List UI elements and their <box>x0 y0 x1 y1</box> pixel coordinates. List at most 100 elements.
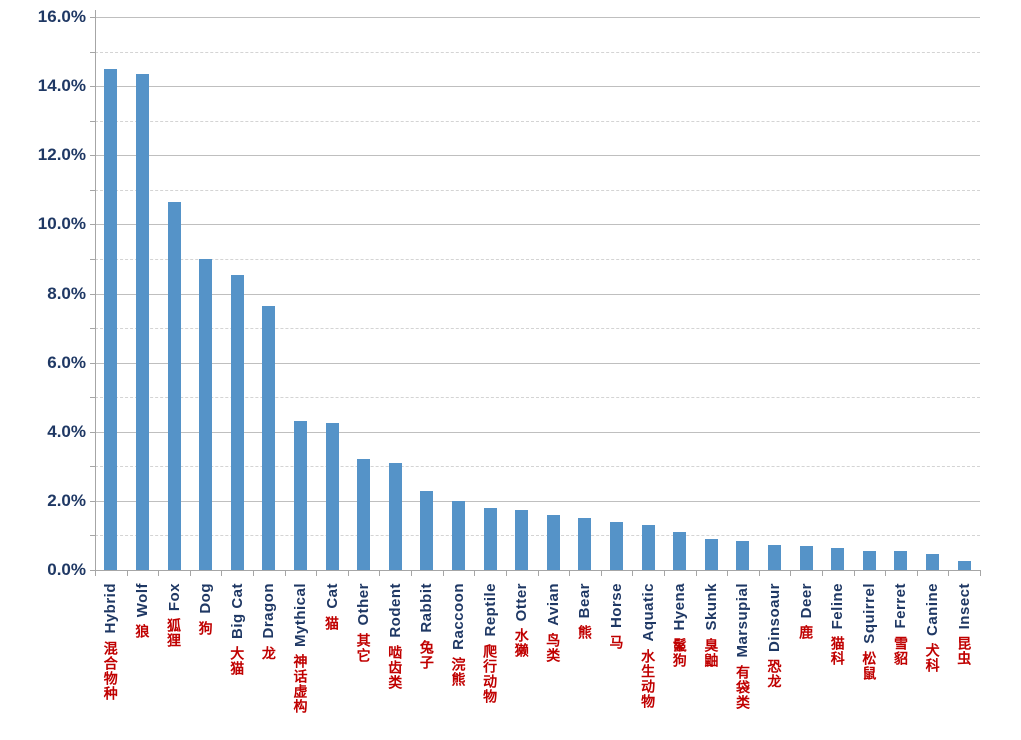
category-label-en: Mythical <box>291 583 309 648</box>
x-tick-mark <box>632 571 633 576</box>
x-tick-mark <box>127 571 128 576</box>
x-tick-mark <box>474 571 475 576</box>
gridline-major-2 <box>95 500 980 502</box>
y-tick-label-4: 4.0% <box>47 421 86 441</box>
gridline-minor-5 <box>95 397 980 399</box>
bar-marsupial <box>736 540 750 570</box>
x-tick-mark <box>348 571 349 576</box>
category-label-insect: Insect 昆虫 <box>954 583 974 666</box>
x-tick-mark <box>95 571 96 576</box>
bar-aquatic <box>641 525 655 570</box>
category-label-deer: Deer 鹿 <box>796 583 816 640</box>
category-label-en: Otter <box>513 583 531 622</box>
category-label-en: Reptile <box>481 583 499 637</box>
category-label-en: Ferret <box>892 583 910 629</box>
category-label-feline: Feline 猫科 <box>828 583 848 666</box>
x-tick-mark <box>948 571 949 576</box>
category-label-ferret: Ferret 雪貂 <box>891 583 911 666</box>
x-tick-mark <box>411 571 412 576</box>
bar-dinsoaur <box>768 545 782 570</box>
y-tick-label-8: 8.0% <box>47 283 86 303</box>
category-label-zh: 臭鼬 <box>703 637 720 668</box>
gridline-major-14 <box>95 86 980 88</box>
gridline-major-8 <box>95 293 980 295</box>
x-tick-mark <box>727 571 728 576</box>
category-label-canine: Canine 犬科 <box>923 583 943 673</box>
x-tick-mark <box>538 571 539 576</box>
x-tick-mark <box>443 571 444 576</box>
category-label-horse: Horse 马 <box>607 583 627 650</box>
plot-area <box>95 17 980 570</box>
bar-bear <box>578 518 592 570</box>
category-label-en: Deer <box>797 583 815 619</box>
gridline-minor-7 <box>95 328 980 330</box>
category-label-zh: 其它 <box>355 632 372 663</box>
category-label-raccoon: Raccoon 浣熊 <box>448 583 468 687</box>
bar-big-cat <box>230 274 244 570</box>
x-tick-mark <box>221 571 222 576</box>
category-label-zh: 猫 <box>324 615 341 631</box>
x-tick-mark <box>190 571 191 576</box>
category-label-zh: 兔子 <box>418 639 435 670</box>
category-label-en: Other <box>355 583 373 626</box>
x-tick-mark <box>980 571 981 576</box>
x-tick-mark <box>569 571 570 576</box>
category-label-dog: Dog 狗 <box>196 583 216 636</box>
bar-otter <box>515 509 529 570</box>
gridline-major-4 <box>95 431 980 433</box>
bar-feline <box>831 547 845 570</box>
category-label-zh: 混合物种 <box>102 640 119 701</box>
bar-ferret <box>894 551 908 570</box>
gridline-major-10 <box>95 224 980 226</box>
category-label-squirrel: Squirrel 松鼠 <box>859 583 879 681</box>
category-label-en: Dragon <box>260 583 278 639</box>
gridline-minor-3 <box>95 466 980 468</box>
x-tick-mark <box>316 571 317 576</box>
y-tick-mark <box>90 431 96 433</box>
category-label-en: Aquatic <box>639 583 657 642</box>
category-label-aquatic: Aquatic 水生动物 <box>638 583 658 709</box>
y-tick-mark <box>90 86 96 88</box>
category-label-en: Horse <box>608 583 626 629</box>
category-label-en: Raccoon <box>449 583 467 650</box>
category-label-en: Dinsoaur <box>766 583 784 653</box>
gridline-minor-1 <box>95 535 980 537</box>
category-label-zh: 松鼠 <box>861 650 878 681</box>
category-label-fox: Fox 狐狸 <box>164 583 184 648</box>
category-label-zh: 雪貂 <box>892 635 909 666</box>
gridline-major-6 <box>95 362 980 364</box>
bar-hyena <box>673 531 687 570</box>
category-label-hyena: Hyena 鬣狗 <box>670 583 690 668</box>
category-label-en: Rabbit <box>418 583 436 633</box>
category-label-en: Marsupial <box>734 583 752 658</box>
x-tick-mark <box>285 571 286 576</box>
category-label-skunk: Skunk 臭鼬 <box>701 583 721 668</box>
category-label-en: Squirrel <box>860 583 878 644</box>
x-tick-mark <box>822 571 823 576</box>
y-tick-mark <box>90 362 96 364</box>
y-tick-mark <box>90 466 96 468</box>
category-label-en: Big Cat <box>228 583 246 639</box>
category-label-zh: 浣熊 <box>450 656 467 687</box>
category-label-dragon: Dragon 龙 <box>259 583 279 661</box>
category-label-zh: 水生动物 <box>640 648 657 709</box>
category-label-reptile: Reptile 爬行动物 <box>480 583 500 704</box>
bar-reptile <box>483 507 497 570</box>
y-tick-mark <box>90 397 96 399</box>
category-label-other: Other 其它 <box>354 583 374 663</box>
category-label-zh: 龙 <box>260 645 277 661</box>
gridline-minor-15 <box>95 51 980 53</box>
bar-insect <box>957 561 971 570</box>
x-tick-mark <box>854 571 855 576</box>
category-label-en: Hybrid <box>102 583 120 634</box>
category-label-zh: 水獭 <box>513 628 530 659</box>
category-label-zh: 鹿 <box>798 625 815 641</box>
x-tick-mark <box>917 571 918 576</box>
y-tick-mark <box>90 293 96 295</box>
y-tick-label-14: 14.0% <box>37 76 86 96</box>
x-tick-mark <box>790 571 791 576</box>
gridline-major-12 <box>95 155 980 157</box>
category-label-zh: 猫科 <box>829 636 846 667</box>
category-label-en: Bear <box>576 583 594 619</box>
